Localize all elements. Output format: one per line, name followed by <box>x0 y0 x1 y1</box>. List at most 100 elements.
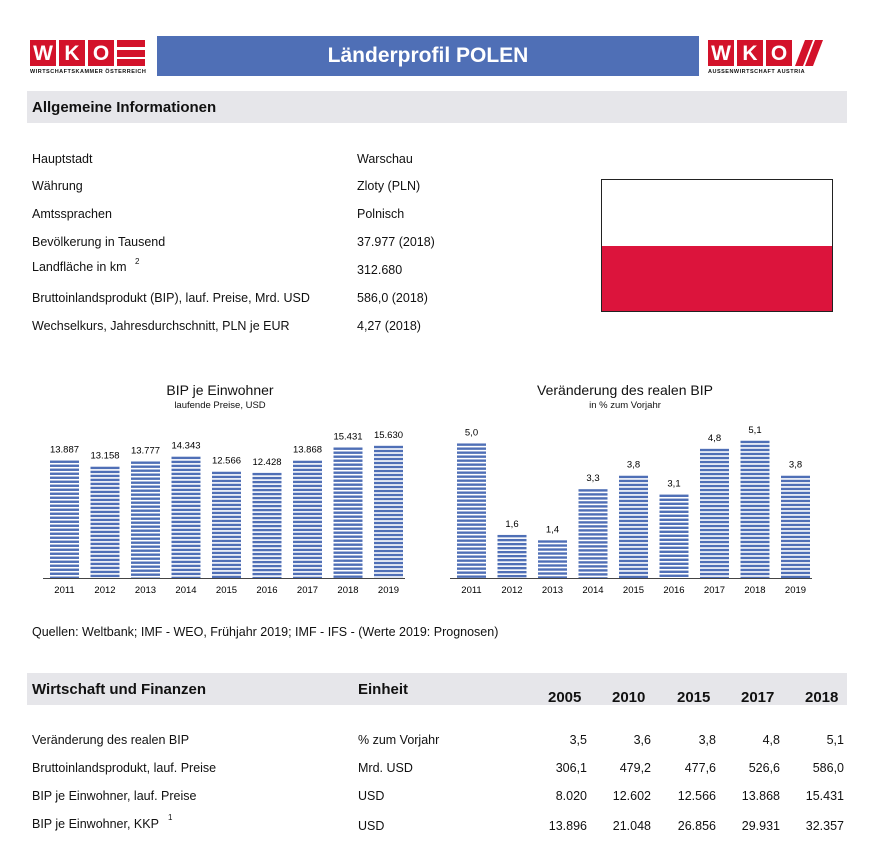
x-tick-label: 2019 <box>785 585 806 596</box>
table-row-label: Veränderung des realen BIP <box>32 733 190 747</box>
logo-letter-k: K <box>737 40 763 66</box>
info-label: Wechselkurs, Jahresdurchschnitt, PLN je … <box>32 319 290 333</box>
bar-2016 <box>252 472 282 578</box>
table-cell-2018: 586,0 <box>812 761 844 775</box>
bar-2013 <box>131 461 160 578</box>
info-label: Währung <box>32 179 83 193</box>
x-tick-label: 2015 <box>623 585 644 596</box>
flag-white-stripe <box>602 180 832 246</box>
data-label: 12.566 <box>212 456 241 467</box>
bar-2015 <box>212 471 241 578</box>
info-value: 586,0 (2018) <box>357 291 428 305</box>
data-label: 15.431 <box>333 431 362 442</box>
data-label: 12.428 <box>252 457 281 468</box>
year-header-2010: 2010 <box>612 689 646 706</box>
data-label: 1,6 <box>505 519 518 530</box>
bar-2019 <box>781 475 810 578</box>
table-cell-2017: 4,8 <box>762 733 780 747</box>
year-header-2005: 2005 <box>548 689 582 706</box>
x-tick-label: 2014 <box>582 585 603 596</box>
data-label: 13.777 <box>131 445 160 456</box>
economy-heading-label: Wirtschaft und Finanzen <box>32 680 207 698</box>
table-row-label: BIP je Einwohner, KKP <box>32 817 159 831</box>
x-tick-label: 2013 <box>542 585 563 596</box>
sources-note: Quellen: Weltbank; IMF - WEO, Frühjahr 2… <box>32 625 499 639</box>
section-general-heading: Allgemeine Informationen <box>27 91 847 123</box>
table-cell-2005: 3,5 <box>569 733 587 747</box>
data-label: 14.343 <box>171 441 200 452</box>
table-cell-2018: 15.431 <box>805 789 844 803</box>
table-cell-2018: 32.357 <box>805 819 844 833</box>
bar-2012 <box>90 466 120 578</box>
bar-2018 <box>740 440 770 578</box>
economy-unit-header: Einheit <box>358 680 409 698</box>
wko-logo-right: W K O AUSSENWIRTSCHAFT AUSTRIA <box>708 40 838 75</box>
info-value: 4,27 (2018) <box>357 319 421 333</box>
table-cell-2017: 29.931 <box>741 819 780 833</box>
table-cell-2015: 26.856 <box>677 819 716 833</box>
info-value: 37.977 (2018) <box>357 235 435 249</box>
bar-2013 <box>538 540 567 578</box>
bar-2017 <box>700 448 729 578</box>
table-row-unit: Mrd. USD <box>358 761 413 775</box>
table-row-superscript: 1 <box>168 813 173 822</box>
table-row-unit: % zum Vorjahr <box>358 733 440 747</box>
info-label: Bruttoinlandsprodukt (BIP), lauf. Preise… <box>32 291 310 305</box>
logo-left-subtitle: WIRTSCHAFTSKAMMER ÖSTERREICH <box>30 69 147 75</box>
data-label: 5,0 <box>465 427 478 438</box>
bar-2017 <box>293 460 322 578</box>
info-label: Landfläche in km <box>32 260 127 274</box>
chart1-subtitle: laufende Preise, USD <box>174 400 266 411</box>
x-tick-label: 2018 <box>744 585 765 596</box>
x-tick-label: 2012 <box>94 585 115 596</box>
x-tick-label: 2019 <box>378 585 399 596</box>
table-row-unit: USD <box>358 789 385 803</box>
x-tick-label: 2016 <box>256 585 277 596</box>
chart-bip-je-einwohner: 13.887 2011 13.158 2012 13.777 2013 14.343 2014… <box>43 430 405 596</box>
info-value: Polnisch <box>357 207 405 221</box>
bar-2014 <box>171 456 201 578</box>
table-cell-2017: 526,6 <box>748 761 780 775</box>
table-cell-2015: 477,6 <box>684 761 716 775</box>
table-cell-2015: 3,8 <box>698 733 716 747</box>
x-tick-label: 2016 <box>663 585 684 596</box>
logo-letter-k: K <box>59 40 85 66</box>
table-cell-2010: 3,6 <box>633 733 651 747</box>
x-tick-label: 2013 <box>135 585 156 596</box>
data-label: 3,1 <box>667 479 680 490</box>
bar-2018 <box>333 447 363 578</box>
wko-logo-left: W K O WIRTSCHAFTSKAMMER ÖSTERREICH <box>30 40 150 75</box>
logo-right-subtitle: AUSSENWIRTSCHAFT AUSTRIA <box>708 69 806 75</box>
info-label: Amtssprachen <box>32 207 112 221</box>
flag-red-stripe <box>602 245 832 311</box>
x-tick-label: 2018 <box>337 585 358 596</box>
data-label: 1,4 <box>546 524 559 535</box>
info-label: Hauptstadt <box>32 152 93 166</box>
table-row-label: Bruttoinlandsprodukt, lauf. Preise <box>32 761 217 775</box>
x-tick-label: 2015 <box>216 585 237 596</box>
bar-2016 <box>659 494 689 577</box>
year-header-2017: 2017 <box>741 689 775 706</box>
info-label: Bevölkerung in Tausend <box>32 235 166 249</box>
bar-2019 <box>374 445 403 578</box>
info-value: Zloty (PLN) <box>357 179 421 193</box>
logo-stripes-icon <box>117 40 145 66</box>
data-label: 3,3 <box>586 473 599 484</box>
data-label: 4,8 <box>708 433 721 444</box>
logo-letter-o: O <box>766 40 792 66</box>
page-title: Länderprofil POLEN <box>157 36 699 76</box>
x-tick-label: 2012 <box>501 585 522 596</box>
bar-2012 <box>497 534 527 578</box>
year-header-2018: 2018 <box>805 689 839 706</box>
bar-2015 <box>619 475 648 578</box>
info-label-superscript: 2 <box>135 257 140 266</box>
logo-letter-w: W <box>30 40 56 66</box>
chart2-subtitle: in % zum Vorjahr <box>589 400 661 411</box>
x-tick-label: 2014 <box>175 585 196 596</box>
x-tick-label: 2017 <box>704 585 725 596</box>
logo-letter-w: W <box>708 40 734 66</box>
table-cell-2015: 12.566 <box>677 789 716 803</box>
table-row-unit: USD <box>358 819 385 833</box>
x-tick-label: 2011 <box>461 585 481 596</box>
aussenwirtschaft-arrow-icon <box>795 40 823 66</box>
